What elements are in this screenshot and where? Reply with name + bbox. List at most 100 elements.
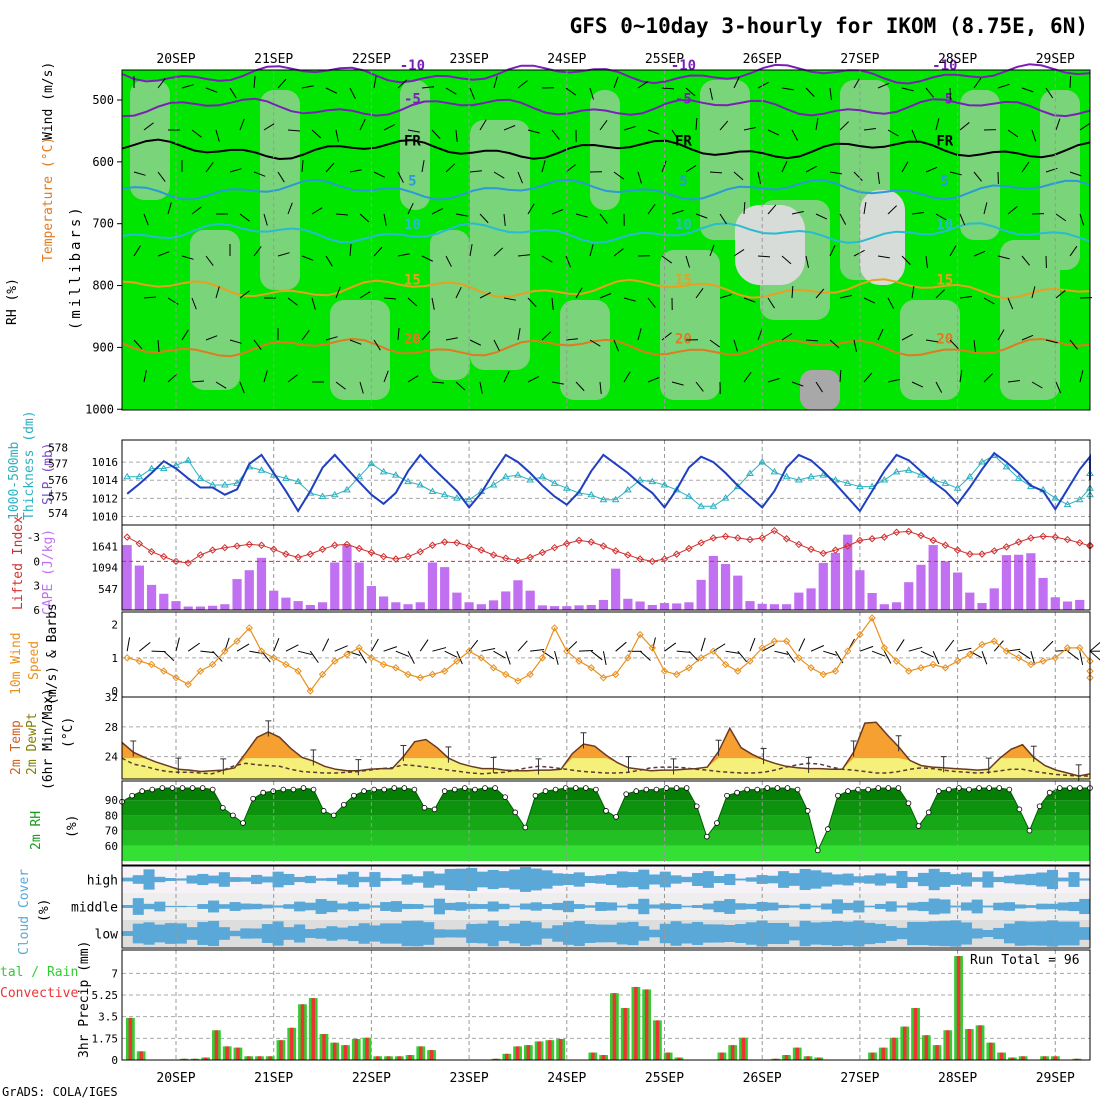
wind-barb [949,171,962,176]
cloud-bar [530,868,542,891]
lifted-index-marker [905,527,913,536]
cloud-bar [692,873,704,886]
thickness-marker [843,479,852,486]
date-label-bottom: 23SEP [450,1071,489,1086]
rh2m-marker [199,785,206,791]
cloud-bar [132,898,144,915]
cloud-bar [165,878,177,881]
panel-frame [121,696,1091,780]
wind10-barb [554,651,559,665]
cape-bar [464,602,474,610]
wind-barb [565,338,578,341]
wind-barb [623,297,636,302]
lifted-index-marker [758,534,766,542]
cloud-bar [616,922,628,945]
date-label-top: 22SEP [352,52,391,67]
cape-bar [317,602,328,610]
wind10-marker [660,667,669,675]
lifted-index-marker [440,538,449,546]
lifted-index-marker [550,543,559,552]
precip-convective-bar [537,1041,541,1060]
cape-bar [379,596,389,610]
wind-barb [263,123,275,131]
wind-barb [263,370,268,383]
wind-barb [767,129,780,136]
wind10-barb [1089,650,1100,661]
cape-bar [745,601,755,610]
cloud-bar [304,875,316,884]
precip-convective-bar [870,1052,875,1060]
wind-barb [973,339,976,352]
rh2m-marker [159,785,166,791]
rh2m-label-2: (%) [65,815,80,838]
lifted-index-marker [538,548,547,557]
rh-moist-patch [590,90,620,210]
cape-bar [855,570,865,610]
pressure-tick-label: 800 [92,279,114,293]
wind10-marker [795,654,803,662]
rh-gray-patch [800,370,840,410]
wind10-barb [175,637,180,652]
wind-barb [781,255,792,265]
temp-contour-line [121,337,1091,358]
wind-barb [407,129,420,133]
lifted-index-marker [184,559,192,567]
wind-barb [397,328,400,341]
cloud-bar [165,905,177,908]
cape-tick-label: 1094 [92,562,119,575]
thickness-marker [514,471,522,478]
cape-bar [977,603,987,610]
cloud-bar [896,927,908,940]
rh2m-marker [794,786,801,793]
cloud-bar [272,921,284,946]
cape-bar [244,570,254,610]
cloud-bar [756,920,768,947]
lifted-index-marker [196,551,205,559]
lifted-index-marker [477,546,486,554]
temp-contour-label: -5 [936,91,953,107]
wind-barb [1007,297,1014,310]
wind10-barb [932,650,940,665]
precip-convective-bar [591,1052,595,1060]
wind10-marker [575,657,583,665]
cape-bar [476,604,486,610]
rh2m-marker [230,812,236,819]
cloud-bar [982,929,994,938]
rh2m-marker [1026,827,1033,834]
wind-barb [877,171,880,184]
pressure-tick-label: 600 [92,155,114,169]
wind10-barb [615,641,627,652]
wind-barb [829,171,842,175]
precip-convective-bar [268,1056,272,1060]
cloud-bar [552,873,564,886]
cloud-bar [767,875,779,884]
lifted-index-marker [428,541,437,549]
cloud-bar [165,923,177,944]
wind10-marker [550,624,559,632]
temp-contour-line [121,97,1091,118]
wind-barb [541,255,553,263]
wind-barb [239,118,245,131]
wind10-marker [770,637,779,645]
cloud-bar [455,929,467,938]
lifted-index-marker [856,536,864,545]
panel-frame [121,439,1091,526]
cloud-bar [358,903,370,910]
precip-convective-bar [795,1047,799,1060]
thickness-marker [343,485,351,493]
lifted-index-marker [709,534,718,542]
rh2m-marker [875,785,882,791]
temp-contour-label: FR [936,133,953,149]
thickness-marker [941,479,950,486]
wind-barb [983,297,995,305]
thickness-marker [318,492,327,499]
wind-barb [1031,286,1036,299]
rh2m-marker [451,786,458,793]
wind-barb [335,213,348,216]
wind-barb [575,381,585,392]
wind10-barb [163,650,175,662]
cloud-bar [1046,903,1059,910]
panel-frame [121,780,1091,866]
wind-barb [311,207,323,215]
wind10-marker [746,657,754,665]
